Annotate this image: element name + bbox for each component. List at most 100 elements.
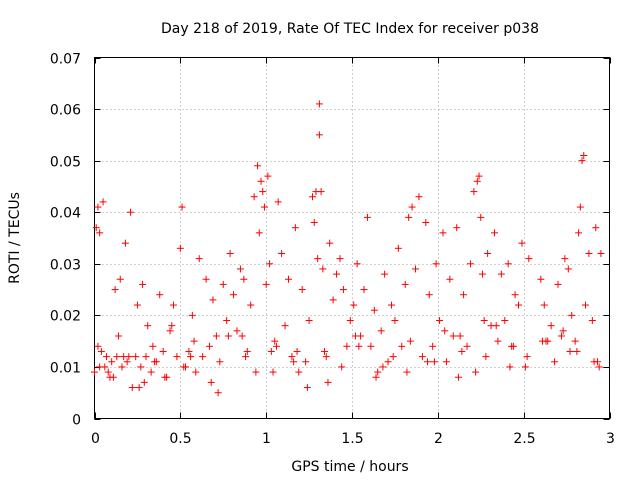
data-point (291, 224, 299, 232)
data-point (272, 342, 280, 350)
data-point (185, 347, 193, 355)
data-point (121, 239, 129, 247)
y-tick-label: 0.06 (50, 103, 81, 119)
data-point (250, 193, 258, 201)
data-point (140, 378, 148, 386)
data-point (132, 353, 140, 361)
data-point (472, 368, 480, 376)
data-point (504, 260, 512, 268)
data-point (525, 255, 533, 263)
data-point (403, 368, 411, 376)
data-point (92, 224, 100, 232)
data-point (372, 373, 380, 381)
data-point (314, 255, 322, 263)
data-point (595, 363, 603, 371)
data-point (199, 353, 207, 361)
y-tick-label: 0.05 (50, 155, 81, 171)
data-point (408, 203, 416, 211)
x-tick-label: 1 (262, 431, 271, 447)
data-point (290, 358, 298, 366)
data-point (91, 368, 98, 376)
data-point (597, 249, 605, 257)
data-point (321, 347, 329, 355)
data-point (139, 280, 147, 288)
data-point (593, 358, 601, 366)
data-point (230, 291, 238, 299)
data-point (303, 384, 311, 392)
data-point (363, 213, 371, 221)
data-point (288, 353, 296, 361)
data-point (539, 337, 547, 345)
data-point (367, 342, 375, 350)
data-point (346, 317, 354, 325)
data-point (470, 188, 478, 196)
data-point (559, 327, 567, 335)
data-point (585, 249, 593, 257)
data-point (406, 337, 414, 345)
x-tick-label: 3 (606, 431, 615, 447)
data-point (209, 296, 217, 304)
data-point (458, 347, 466, 355)
chart-title: Day 218 of 2019, Rate Of TEC Index for r… (161, 21, 539, 37)
data-point (394, 244, 402, 252)
data-point (405, 213, 413, 221)
data-point (247, 301, 255, 309)
x-tick-label: 0.5 (169, 431, 191, 447)
data-point (473, 177, 481, 185)
data-point (509, 342, 517, 350)
data-point (187, 353, 195, 361)
x-tick-label: 0 (91, 431, 100, 447)
data-point (137, 363, 145, 371)
data-point (339, 286, 347, 294)
x-tick-label: 1.5 (341, 431, 363, 447)
data-point (463, 342, 471, 350)
data-point (575, 229, 583, 237)
data-points (91, 100, 605, 397)
data-point (566, 347, 574, 355)
data-point (226, 249, 234, 257)
data-point (523, 353, 531, 361)
data-point (269, 368, 277, 376)
data-point (178, 203, 186, 211)
data-point (264, 172, 272, 180)
data-point (176, 244, 184, 252)
data-point (156, 291, 164, 299)
data-point (482, 353, 490, 361)
data-point (207, 378, 215, 386)
data-point (557, 332, 565, 340)
data-point (333, 270, 341, 278)
data-point (262, 280, 270, 288)
data-point (521, 363, 529, 371)
x-axis-label: GPS time / hours (291, 459, 408, 475)
data-point (128, 384, 136, 392)
data-point (151, 358, 159, 366)
data-point (161, 373, 169, 381)
data-point (142, 353, 150, 361)
data-point (214, 389, 222, 397)
data-point (377, 327, 385, 335)
data-point (573, 347, 581, 355)
data-point (518, 239, 526, 247)
data-point (216, 358, 224, 366)
data-point (94, 203, 102, 211)
data-point (173, 353, 181, 361)
data-point (224, 332, 232, 340)
data-point (195, 255, 203, 263)
data-point (453, 224, 461, 232)
data-point (324, 378, 332, 386)
data-point (592, 224, 600, 232)
data-point (104, 368, 112, 376)
data-point (223, 317, 231, 325)
data-point (305, 317, 313, 325)
data-point (254, 162, 262, 170)
data-point (238, 332, 246, 340)
data-point (315, 131, 323, 139)
data-point (480, 317, 488, 325)
data-point (581, 301, 589, 309)
data-point (580, 151, 588, 159)
data-point (206, 342, 214, 350)
data-point (257, 177, 265, 185)
data-point (501, 317, 509, 325)
data-point (439, 229, 447, 237)
data-point (309, 193, 317, 201)
